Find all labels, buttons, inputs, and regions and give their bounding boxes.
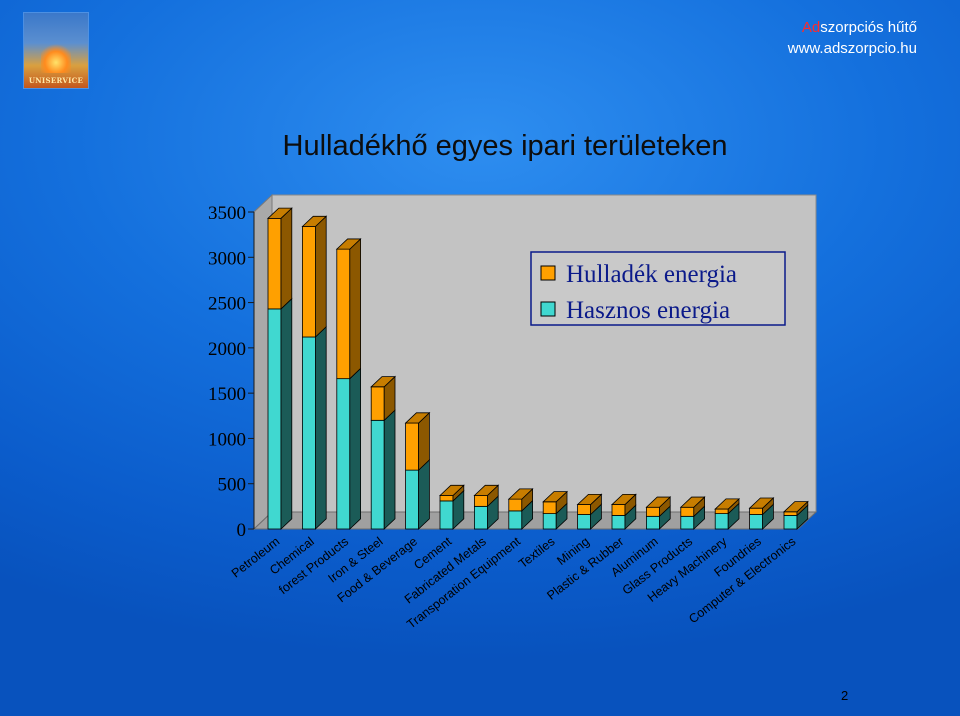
- bar-useful-energy-side: [383, 409, 396, 530]
- logo-text: UNISERVICE: [28, 76, 84, 85]
- bar-top: [404, 412, 431, 424]
- y-tick-label: 3000: [208, 248, 246, 269]
- bar-group: [576, 493, 603, 530]
- bar-useful-energy: [646, 515, 660, 530]
- bar-useful-energy: [749, 514, 763, 530]
- uniservice-logo: UNISERVICE: [24, 13, 88, 88]
- bar-useful-energy: [508, 510, 523, 530]
- bar-waste-energy: [301, 226, 316, 338]
- brand-url[interactable]: www.adszorpcio.hu: [787, 40, 917, 57]
- bar-top: [576, 493, 603, 505]
- bar-top: [782, 501, 809, 513]
- bar-waste-energy: [336, 248, 351, 380]
- bar-top: [473, 484, 500, 496]
- bar-top: [507, 488, 534, 500]
- y-tick-label: 1000: [208, 429, 246, 450]
- bar-group: [714, 497, 741, 530]
- bar-waste-energy: [370, 386, 385, 421]
- y-tick-label: 0: [237, 520, 247, 541]
- slide-title: Hulladékhő egyes ipari területeken: [282, 130, 728, 162]
- bar-group: [507, 487, 534, 530]
- bar-group: [473, 484, 500, 530]
- bar-top: [335, 238, 362, 250]
- bar-waste-energy: [439, 495, 454, 502]
- bar-waste-energy: [577, 504, 591, 515]
- bar-top: [610, 493, 637, 505]
- y-tick-label: 2500: [208, 294, 246, 315]
- legend-label-waste: Hulladék energia: [566, 261, 737, 288]
- bar-useful-energy: [542, 513, 557, 530]
- bar-useful-energy: [611, 515, 626, 530]
- chart-legend: Hulladék energia Hasznos energia: [530, 251, 786, 326]
- flame-icon: [41, 43, 71, 73]
- bar-waste-energy: [542, 501, 557, 515]
- x-tick-label: Textiles: [516, 534, 557, 571]
- y-tick-label: 2000: [208, 339, 246, 360]
- bar-waste-energy-side: [349, 238, 362, 380]
- bar-useful-energy: [714, 513, 729, 530]
- bar-waste-energy: [611, 504, 626, 516]
- bar-top: [679, 496, 706, 508]
- bar-top: [301, 215, 328, 227]
- bar-useful-energy-side: [314, 325, 327, 530]
- bar-group: [370, 375, 397, 530]
- bar-useful-energy: [473, 505, 488, 530]
- brand-block: Adszorpciós hűtő www.adszorpcio.hu: [788, 17, 917, 59]
- bar-top: [370, 376, 397, 388]
- bar-group: [748, 497, 775, 530]
- bar-waste-energy-side: [314, 215, 327, 338]
- bar-top: [714, 498, 741, 510]
- bar-waste-energy: [749, 507, 763, 515]
- brand-title-ad: Ad: [801, 19, 821, 36]
- bar-top: [438, 484, 465, 496]
- bar-group: [301, 215, 328, 530]
- bar-useful-energy: [301, 336, 316, 530]
- bar-group: [782, 500, 809, 530]
- bar-useful-energy: [783, 515, 798, 530]
- page-number: 2: [841, 688, 849, 703]
- bar-group: [404, 411, 431, 530]
- bar-waste-energy: [508, 498, 523, 512]
- bar-useful-energy-side: [280, 297, 293, 530]
- bar-top: [645, 496, 672, 508]
- bar-useful-energy-side: [418, 459, 430, 530]
- bar-group: [679, 496, 706, 530]
- legend-label-useful: Hasznos energia: [566, 297, 730, 324]
- bar-useful-energy: [336, 378, 351, 530]
- y-tick-label: 1500: [208, 384, 246, 405]
- bar-group: [610, 493, 637, 530]
- bar-useful-energy: [267, 308, 282, 530]
- bar-useful-energy: [439, 500, 454, 530]
- y-tick-label: 500: [218, 475, 247, 496]
- bar-group: [542, 490, 569, 530]
- brand-title-rest: szorpciós hűtő: [820, 19, 917, 36]
- bar-group: [438, 484, 465, 530]
- y-tick-label: 3500: [208, 203, 246, 224]
- bar-useful-energy: [680, 515, 695, 530]
- bar-group: [266, 207, 293, 530]
- bar-waste-energy: [405, 422, 420, 471]
- brand-title: Adszorpciós hűtő: [788, 17, 917, 38]
- bar-useful-energy: [370, 419, 385, 530]
- bar-waste-energy-side: [280, 207, 293, 310]
- bar-waste-energy: [473, 495, 488, 507]
- bar-waste-energy: [267, 217, 282, 310]
- bar-top: [266, 207, 293, 219]
- bar-useful-energy: [577, 514, 591, 530]
- bar-group: [335, 238, 362, 530]
- bar-waste-energy: [646, 506, 660, 517]
- bar-group: [645, 496, 672, 530]
- legend-swatch-useful: [540, 301, 556, 317]
- bar-useful-energy: [405, 469, 420, 530]
- legend-box: [530, 251, 786, 326]
- bar-waste-energy: [783, 511, 798, 516]
- bar-waste-energy: [680, 506, 695, 517]
- bar-top: [542, 491, 569, 503]
- bar-top: [748, 497, 775, 509]
- legend-swatch-waste: [540, 265, 556, 281]
- bar-useful-energy-side: [349, 367, 362, 530]
- bar-waste-energy: [714, 508, 729, 515]
